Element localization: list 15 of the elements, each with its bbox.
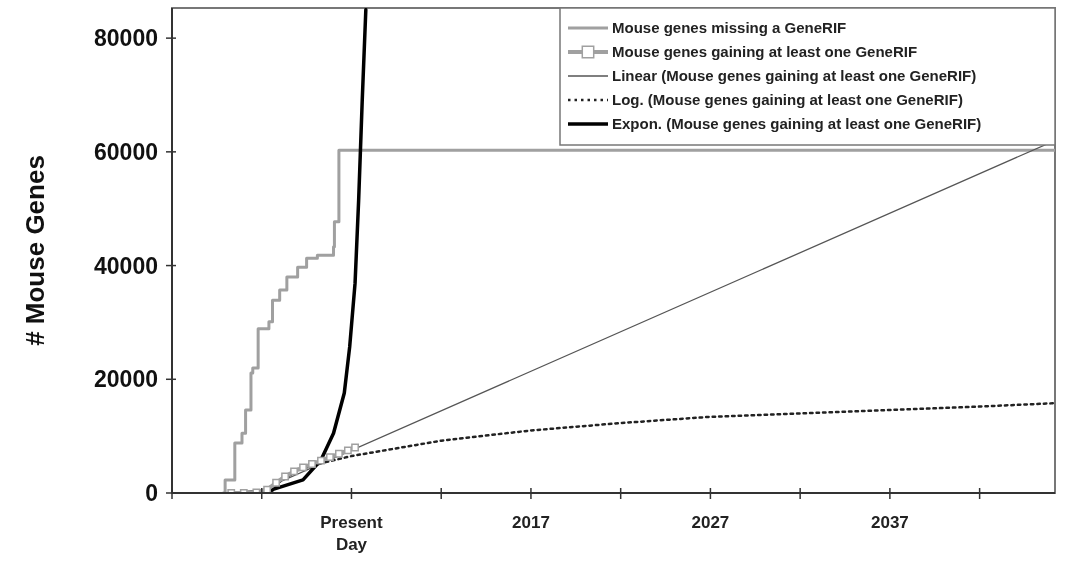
x-tick-label: 2017 <box>512 513 550 532</box>
legend-label: Mouse genes missing a GeneRIF <box>612 19 847 37</box>
x-tick-label: 2027 <box>691 513 730 532</box>
x-tick-label: Present Day <box>320 513 383 554</box>
y-axis-title: # Mouse Genes <box>20 155 50 346</box>
y-tick-label: 60000 <box>94 138 158 165</box>
legend-label: Expon. (Mouse genes gaining at least one GeneRIF) <box>612 115 982 133</box>
y-tick-label: 80000 <box>94 25 158 52</box>
legend-label: Log. (Mouse genes gaining at least one GeneRIF) <box>612 91 963 109</box>
y-tick-label: 20000 <box>94 366 158 393</box>
y-tick-label: 0 <box>145 480 158 507</box>
y-tick-label: 40000 <box>94 252 158 279</box>
x-tick-label: 2037 <box>870 513 909 532</box>
legend-label: Linear (Mouse genes gaining at least one GeneRIF) <box>612 67 977 85</box>
legend-label: Mouse genes gaining at least one GeneRIF <box>612 43 918 61</box>
